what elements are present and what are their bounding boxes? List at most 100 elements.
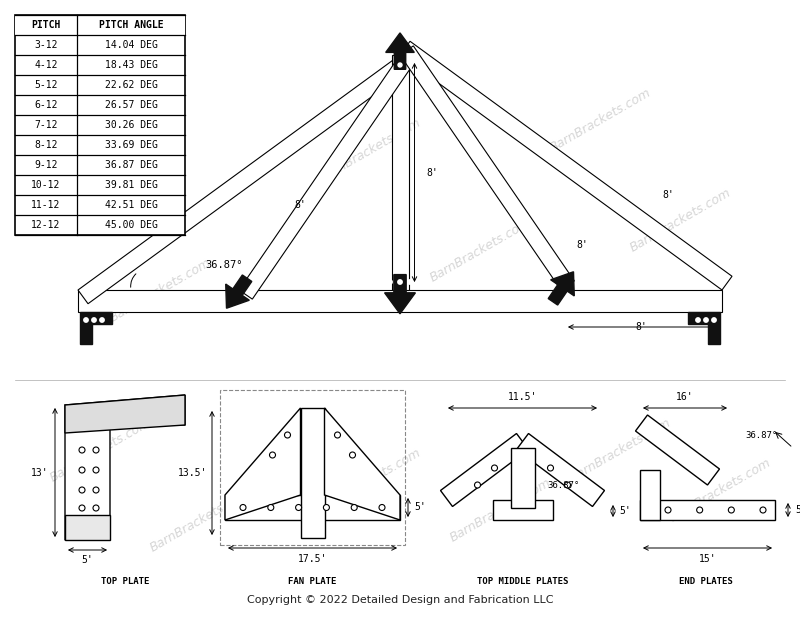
Bar: [15, 15, 185, 235]
Circle shape: [334, 432, 341, 438]
Circle shape: [93, 467, 99, 473]
Text: BarnBrackets.com: BarnBrackets.com: [447, 476, 553, 544]
Text: 33.69 DEG: 33.69 DEG: [105, 140, 158, 150]
Text: BarnBrackets.com: BarnBrackets.com: [107, 256, 213, 324]
Polygon shape: [688, 312, 720, 344]
Text: 26.57 DEG: 26.57 DEG: [105, 100, 158, 110]
Text: PITCH ANGLE: PITCH ANGLE: [98, 20, 163, 30]
Circle shape: [491, 465, 498, 471]
Circle shape: [93, 487, 99, 493]
Circle shape: [100, 318, 104, 322]
Circle shape: [93, 505, 99, 511]
Circle shape: [665, 507, 671, 513]
Polygon shape: [325, 408, 400, 520]
Text: BarnBrackets.com: BarnBrackets.com: [317, 446, 423, 514]
Circle shape: [79, 487, 85, 493]
Polygon shape: [400, 46, 574, 290]
Bar: [225, 495, 400, 520]
Text: BarnBrackets.com: BarnBrackets.com: [667, 455, 773, 524]
Polygon shape: [226, 275, 252, 308]
Circle shape: [474, 482, 481, 488]
Polygon shape: [386, 33, 414, 69]
Bar: [493, 500, 553, 520]
Text: 15': 15': [698, 554, 716, 564]
Circle shape: [696, 318, 700, 322]
Polygon shape: [441, 433, 529, 507]
Text: 13.5': 13.5': [178, 468, 207, 478]
Text: 36.87°: 36.87°: [746, 431, 778, 439]
Text: 10-12: 10-12: [31, 180, 61, 190]
Text: 9-12: 9-12: [34, 160, 58, 170]
Text: 18.43 DEG: 18.43 DEG: [105, 60, 158, 70]
Text: 16': 16': [676, 392, 694, 402]
Circle shape: [270, 452, 275, 458]
Circle shape: [547, 465, 554, 471]
Text: Copyright © 2022 Detailed Design and Fabrication LLC: Copyright © 2022 Detailed Design and Fab…: [246, 595, 554, 605]
Text: PITCH: PITCH: [31, 20, 61, 30]
Text: BarnBrackets.com: BarnBrackets.com: [427, 216, 533, 284]
Text: 8-12: 8-12: [34, 140, 58, 150]
Circle shape: [704, 318, 708, 322]
Text: 8': 8': [636, 322, 647, 332]
Circle shape: [79, 505, 85, 511]
Text: 5': 5': [82, 555, 94, 565]
Text: 22.62 DEG: 22.62 DEG: [105, 80, 158, 90]
Text: 8': 8': [294, 200, 306, 210]
Text: TOP MIDDLE PLATES: TOP MIDDLE PLATES: [477, 577, 568, 586]
Circle shape: [697, 507, 702, 513]
Circle shape: [728, 507, 734, 513]
Polygon shape: [239, 55, 414, 299]
Text: TOP PLATE: TOP PLATE: [101, 577, 149, 586]
Polygon shape: [385, 274, 415, 314]
Text: 11-12: 11-12: [31, 200, 61, 210]
Text: 11.5': 11.5': [508, 392, 537, 402]
Circle shape: [79, 467, 85, 473]
Text: 5': 5': [795, 505, 800, 515]
Text: 7-12: 7-12: [34, 120, 58, 130]
Bar: [640, 470, 660, 520]
Text: 36.87°: 36.87°: [547, 481, 580, 489]
Circle shape: [379, 504, 385, 510]
Circle shape: [92, 318, 96, 322]
Polygon shape: [225, 408, 301, 520]
Circle shape: [398, 73, 402, 77]
Polygon shape: [80, 312, 112, 344]
Text: 4-12: 4-12: [34, 60, 58, 70]
Text: 12-12: 12-12: [31, 220, 61, 230]
Text: BarnBrackets.com: BarnBrackets.com: [317, 116, 423, 184]
Text: 13': 13': [30, 467, 48, 478]
Text: 3-12: 3-12: [34, 40, 58, 50]
Text: 45.00 DEG: 45.00 DEG: [105, 220, 158, 230]
Polygon shape: [65, 515, 110, 540]
Circle shape: [285, 432, 290, 438]
Text: 6-12: 6-12: [34, 100, 58, 110]
Circle shape: [296, 504, 302, 510]
Circle shape: [350, 452, 355, 458]
Circle shape: [268, 504, 274, 510]
Text: BarnBrackets.com: BarnBrackets.com: [77, 166, 183, 234]
Circle shape: [760, 507, 766, 513]
Polygon shape: [400, 41, 732, 290]
Circle shape: [712, 318, 716, 322]
Text: BarnBrackets.com: BarnBrackets.com: [47, 416, 153, 485]
Circle shape: [388, 280, 392, 284]
Polygon shape: [517, 433, 605, 507]
Circle shape: [565, 482, 570, 488]
Text: FAN PLATE: FAN PLATE: [288, 577, 337, 586]
Circle shape: [398, 63, 402, 67]
Polygon shape: [65, 395, 185, 433]
Text: END PLATES: END PLATES: [678, 577, 732, 586]
Text: BarnBrackets.com: BarnBrackets.com: [147, 486, 253, 554]
Text: 17.5': 17.5': [298, 554, 327, 564]
Circle shape: [398, 280, 402, 284]
Bar: [640, 500, 775, 520]
Text: BarnBrackets.com: BarnBrackets.com: [547, 86, 653, 154]
Circle shape: [93, 447, 99, 453]
Text: 39.81 DEG: 39.81 DEG: [105, 180, 158, 190]
Bar: [301, 408, 325, 538]
Text: BarnBrackets.com: BarnBrackets.com: [627, 186, 733, 254]
Polygon shape: [548, 272, 574, 305]
Text: BarnBrackets.com: BarnBrackets.com: [567, 416, 673, 485]
Bar: [15, 15, 185, 35]
Text: 5': 5': [414, 502, 426, 512]
